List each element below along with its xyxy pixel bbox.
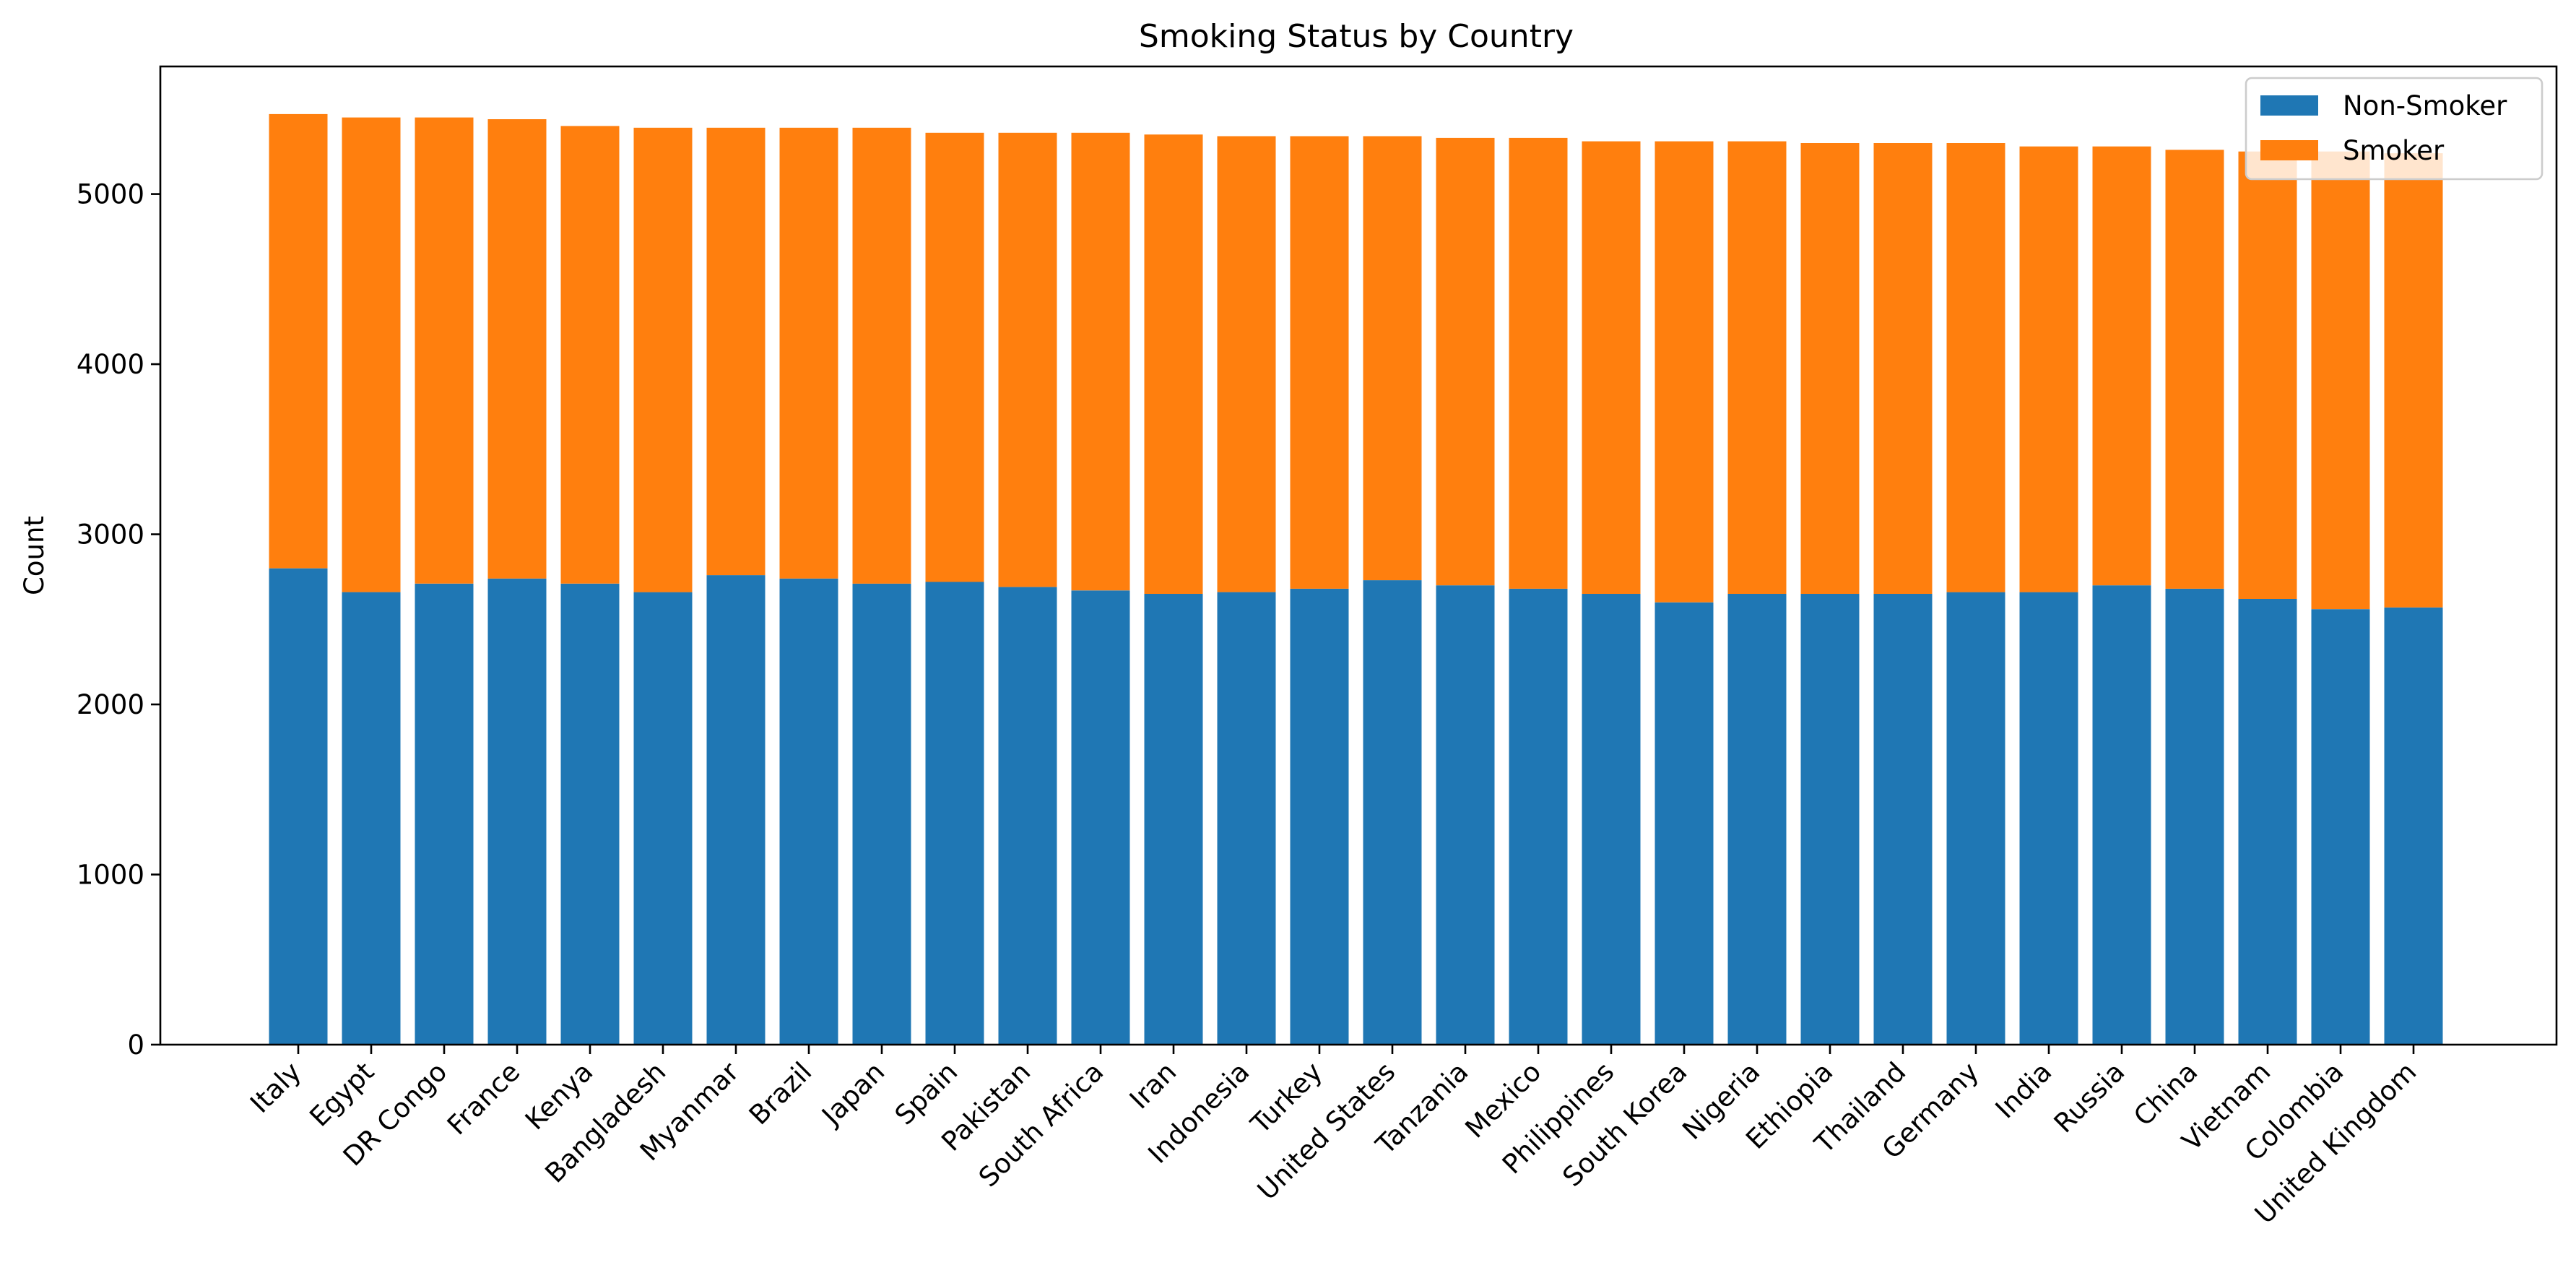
plot-frame: [159, 65, 2558, 1046]
x-tick-label: India: [1990, 1056, 2058, 1125]
bar-non-smoker: [1217, 592, 1276, 1045]
bar-smoker: [2019, 146, 2078, 592]
legend: Non-Smoker Smoker: [2245, 77, 2544, 181]
bar-non-smoker: [560, 583, 620, 1045]
bars-layer: [269, 113, 2443, 1045]
y-tick-label: 0: [127, 1029, 144, 1061]
bar-non-smoker: [925, 582, 984, 1045]
bar-smoker: [2165, 150, 2224, 589]
bar-non-smoker: [342, 592, 401, 1045]
bar-smoker: [1727, 141, 1787, 595]
bar-smoker: [1582, 141, 1641, 595]
bar-smoker: [487, 119, 547, 579]
bar-non-smoker: [1509, 588, 1568, 1045]
y-tick-label: 1000: [77, 860, 144, 891]
y-tick-label: 3000: [77, 519, 144, 551]
bar-non-smoker: [1290, 588, 1349, 1045]
bar-smoker: [342, 117, 401, 592]
x-tick-label: Brazil: [743, 1056, 818, 1131]
bar-smoker: [1873, 143, 1933, 594]
legend-label: Non-Smoker: [2343, 90, 2507, 121]
bar-smoker: [1290, 136, 1349, 589]
bar-smoker: [1436, 137, 1495, 586]
bar-non-smoker: [415, 583, 474, 1045]
bar-smoker: [2092, 146, 2151, 586]
x-tick-label: France: [441, 1056, 526, 1141]
bar-non-smoker: [852, 583, 911, 1045]
bar-non-smoker: [1655, 602, 1714, 1045]
bar-non-smoker: [2165, 588, 2224, 1045]
x-tick-label: Italy: [244, 1056, 307, 1119]
bar-smoker: [2384, 153, 2443, 608]
y-axis: 0 1000 2000 3000 4000 5000: [77, 179, 160, 1061]
bar-smoker: [1217, 136, 1276, 592]
bar-smoker: [2238, 151, 2297, 599]
bar-non-smoker: [2238, 599, 2297, 1045]
bar-non-smoker: [1873, 594, 1933, 1045]
bar-smoker: [633, 127, 693, 592]
bar-non-smoker: [633, 592, 693, 1045]
bar-non-smoker: [1946, 592, 2005, 1045]
bar-smoker: [1509, 137, 1568, 589]
legend-swatch: [2260, 140, 2318, 160]
y-tick-label: 4000: [77, 349, 144, 380]
bar-non-smoker: [1071, 590, 1130, 1045]
bar-non-smoker: [779, 578, 838, 1045]
bar-smoker: [560, 126, 620, 584]
bar-non-smoker: [2311, 609, 2370, 1045]
x-tick-label: Russia: [2048, 1056, 2131, 1139]
bar-non-smoker: [1363, 580, 1422, 1045]
x-tick-label: Iran: [1124, 1056, 1182, 1115]
bar-smoker: [998, 132, 1057, 587]
bar-smoker: [925, 132, 984, 582]
bar-smoker: [269, 113, 328, 569]
legend-label: Smoker: [2343, 135, 2445, 166]
bar-smoker: [1363, 136, 1422, 581]
legend-swatch: [2260, 95, 2318, 116]
bar-smoker: [1144, 134, 1203, 594]
bar-smoker: [2311, 151, 2370, 610]
bar-non-smoker: [2384, 607, 2443, 1045]
bar-smoker: [779, 127, 838, 579]
bar-non-smoker: [1727, 594, 1787, 1045]
bar-non-smoker: [1436, 585, 1495, 1045]
bar-non-smoker: [269, 568, 328, 1045]
bar-smoker: [852, 127, 911, 584]
bar-non-smoker: [2092, 585, 2151, 1045]
bar-smoker: [1800, 143, 1860, 594]
y-tick-label: 2000: [77, 689, 144, 720]
bar-non-smoker: [1800, 594, 1860, 1045]
bar-non-smoker: [487, 578, 547, 1045]
bar-non-smoker: [1144, 594, 1203, 1045]
bar-smoker: [1946, 143, 2005, 592]
bar-smoker: [1655, 141, 1714, 603]
x-tick-label: Japan: [815, 1056, 891, 1132]
bar-smoker: [1071, 132, 1130, 591]
bar-smoker: [706, 127, 766, 576]
bar-non-smoker: [1582, 594, 1641, 1045]
bar-non-smoker: [998, 587, 1057, 1045]
y-axis-label: Count: [19, 516, 50, 595]
bar-non-smoker: [2019, 592, 2078, 1045]
chart-title: Smoking Status by Country: [1139, 18, 1574, 55]
bar-smoker: [415, 117, 474, 584]
y-tick-label: 5000: [77, 179, 144, 210]
legend-box: [2245, 77, 2544, 181]
bar-non-smoker: [706, 575, 766, 1045]
